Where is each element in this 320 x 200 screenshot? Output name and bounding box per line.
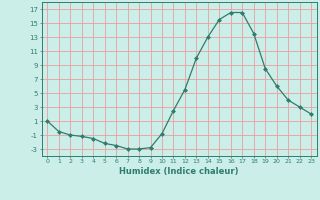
X-axis label: Humidex (Indice chaleur): Humidex (Indice chaleur) bbox=[119, 167, 239, 176]
